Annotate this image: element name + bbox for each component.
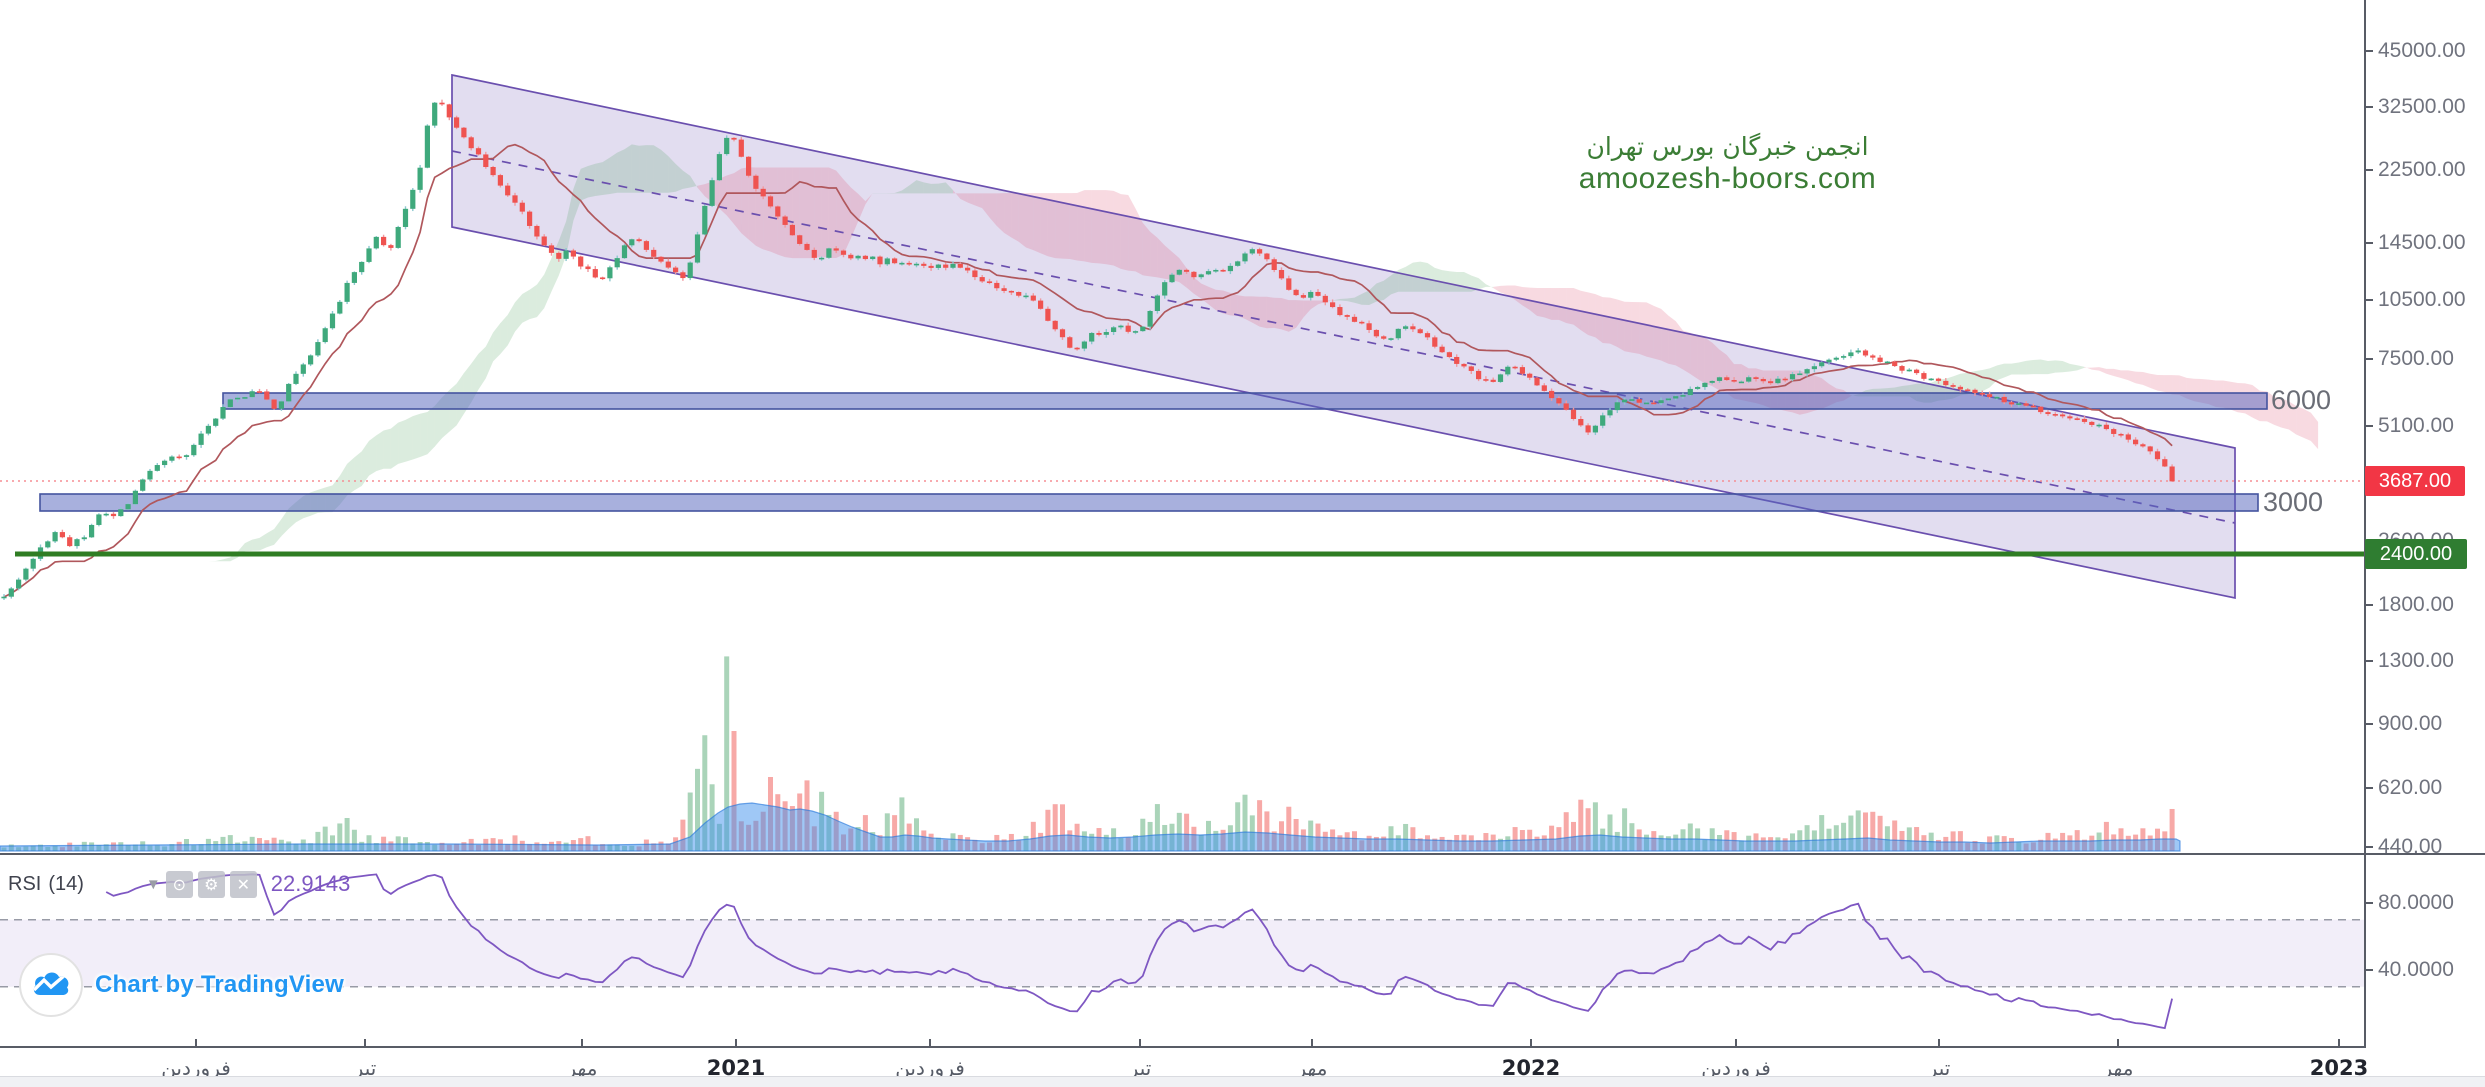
watermark-line-url: amoozesh-boors.com <box>1578 162 1877 195</box>
parallel-channel-fill <box>452 75 2235 598</box>
axis-tick-mark <box>2364 969 2373 971</box>
axis-label: 14500.00 <box>2378 231 2466 254</box>
rsi-band-fill <box>0 919 2364 987</box>
axis-tick-mark <box>2364 846 2373 848</box>
tradingview-link-text[interactable]: Chart by TradingView <box>95 971 344 998</box>
eye-icon: ⊙ <box>172 874 186 894</box>
axis-tick-mark <box>2364 787 2373 789</box>
axis-tick-mark <box>2364 106 2373 108</box>
time-tick-mark <box>1139 1039 1141 1048</box>
time-tick-mark <box>1735 1039 1737 1048</box>
time-label-month: تیر <box>1927 1056 1951 1080</box>
axis-tick-mark <box>2364 242 2373 244</box>
time-tick-mark <box>2117 1039 2119 1048</box>
zone-label-6000: 6000 <box>2271 385 2332 415</box>
price-zone-3000[interactable] <box>39 493 2259 512</box>
axis-label: 22500.00 <box>2378 158 2466 181</box>
remove-indicator-button[interactable]: ✕ <box>229 870 257 898</box>
rsi-pane[interactable] <box>0 873 2364 1030</box>
bottom-scroll-strip <box>0 1076 2485 1087</box>
time-tick-mark <box>2338 1039 2340 1048</box>
rsi-title: RSI <box>8 872 42 895</box>
volume-ma-area <box>0 802 2181 852</box>
chevron-down-icon[interactable]: ▼ <box>145 875 161 893</box>
axis-tick-mark <box>2364 169 2373 171</box>
main-pane[interactable] <box>0 73 2364 852</box>
rsi-value: 22.9143 <box>270 871 351 896</box>
price-zone-6000[interactable] <box>222 392 2268 410</box>
axis-label: 10500.00 <box>2378 288 2466 311</box>
hide-indicator-button[interactable]: ⊙ <box>165 870 193 898</box>
watermark: انجمن خبرگان بورس تهران amoozesh-boors.c… <box>1555 132 1900 196</box>
axis-label: 440.00 <box>2378 835 2443 858</box>
time-label-month: تیر <box>353 1056 377 1080</box>
tradingview-cloud-icon <box>19 953 83 1017</box>
axis-tick-mark <box>2364 50 2373 52</box>
channel-midline <box>451 150 2236 524</box>
axis-label: 900.00 <box>2378 712 2443 735</box>
indicator-settings-button[interactable]: ⚙ <box>197 870 225 898</box>
volume-bars <box>1 656 2175 851</box>
time-tick-mark <box>735 1039 737 1048</box>
close-icon: ✕ <box>236 874 250 894</box>
watermark-line-fa: انجمن خبرگان بورس تهران <box>1586 132 1869 161</box>
axis-tick-mark <box>2364 902 2373 904</box>
axis-label: 40.0000 <box>2378 958 2454 981</box>
time-label-month: تیر <box>1128 1056 1152 1080</box>
time-tick-mark <box>1530 1039 1532 1048</box>
axis-label: 7500.00 <box>2378 347 2454 370</box>
axis-label: 5100.00 <box>2378 414 2454 437</box>
axis-label: 80.0000 <box>2378 891 2454 914</box>
baseline-curve <box>3 143 2173 598</box>
axis-tick-mark <box>2364 660 2373 662</box>
axis-label: 45000.00 <box>2378 39 2466 62</box>
axis-label: 32500.00 <box>2378 95 2466 118</box>
time-tick-mark <box>195 1039 197 1048</box>
tradingview-attribution[interactable]: Chart by TradingView <box>19 953 344 1017</box>
axis-tick-mark <box>2364 425 2373 427</box>
rsi-header: RSI (14) ▼ ⊙ ⚙ ✕ 22.9143 <box>8 869 350 899</box>
rsi-line <box>105 873 2173 1030</box>
parallel-channel-border <box>451 73 2236 600</box>
candles <box>1 99 2175 600</box>
time-tick-mark <box>1938 1039 1940 1048</box>
current-price-label: 3687.00 <box>2365 466 2465 496</box>
time-tick-mark <box>1311 1039 1313 1048</box>
time-tick-mark <box>581 1039 583 1048</box>
level-price-label: 2400.00 <box>2365 539 2467 569</box>
time-tick-mark <box>364 1039 366 1048</box>
axis-tick-mark <box>2364 604 2373 606</box>
axis-label: 1800.00 <box>2378 593 2454 616</box>
rsi-args: (14) <box>48 872 84 895</box>
axis-label: 1300.00 <box>2378 649 2454 672</box>
ichimoku-cloud <box>150 144 2319 598</box>
price-axis-border <box>2364 0 2366 1048</box>
time-axis-border <box>0 1046 2366 1048</box>
gear-icon: ⚙ <box>204 874 219 894</box>
axis-tick-mark <box>2364 723 2373 725</box>
time-tick-mark <box>929 1039 931 1048</box>
axis-tick-mark <box>2364 299 2373 301</box>
zone-label-3000: 3000 <box>2263 487 2324 517</box>
axis-label: 620.00 <box>2378 776 2443 799</box>
axis-tick-mark <box>2364 358 2373 360</box>
pane-divider[interactable] <box>0 853 2485 855</box>
